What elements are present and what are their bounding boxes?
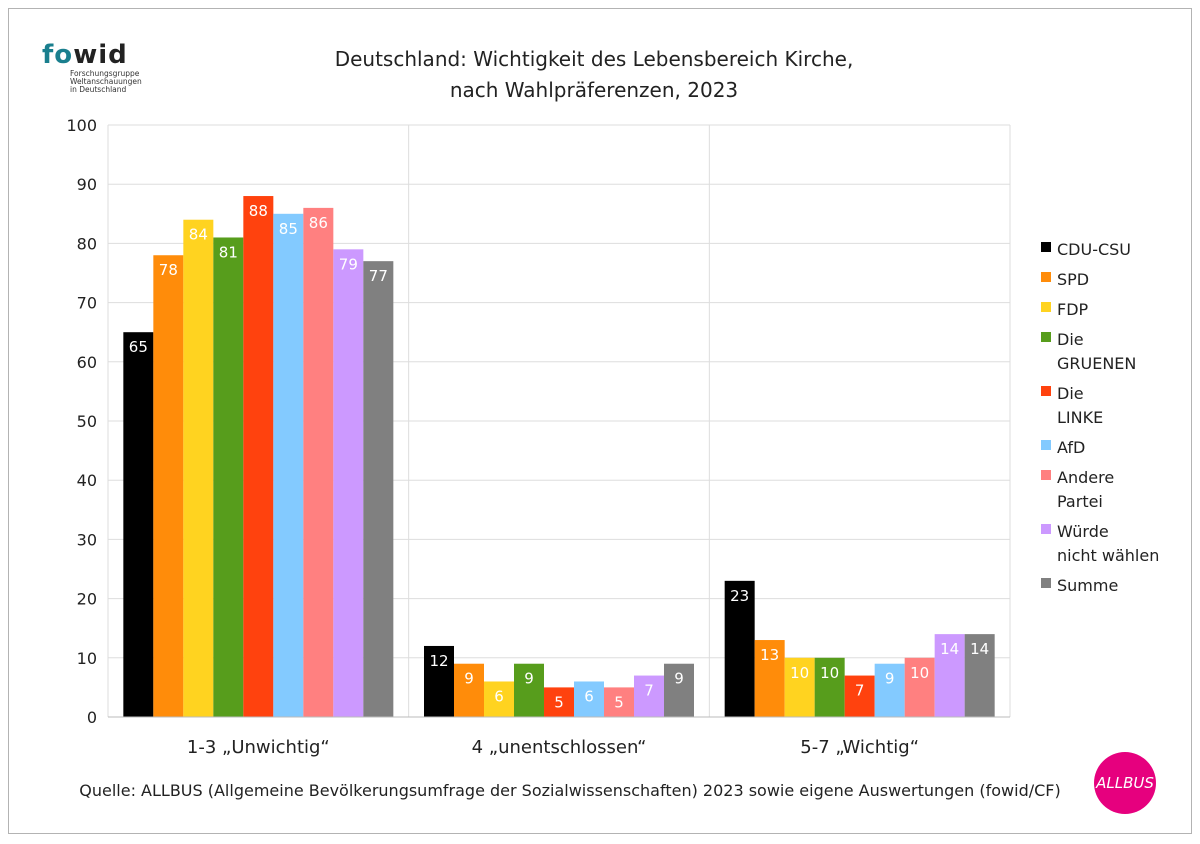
bar-afd — [874, 663, 905, 717]
legend-label: Die GRUENEN — [1057, 330, 1136, 373]
data-label: 6 — [494, 687, 504, 705]
x-tick-label: 4 „unentschlossen“ — [472, 737, 647, 758]
legend-swatch — [1041, 242, 1051, 252]
legend-label: Die LINKE — [1057, 384, 1103, 427]
data-label: 14 — [940, 640, 959, 658]
y-tick-label: 20 — [77, 590, 97, 609]
bar-andere-partei — [904, 657, 935, 717]
data-label: 5 — [614, 693, 624, 711]
bar-andere-partei — [604, 687, 634, 717]
bar-afd — [574, 681, 604, 717]
source-note: Quelle: ALLBUS (Allgemeine Bevölkerungsu… — [79, 781, 1060, 800]
y-tick-label: 100 — [66, 116, 97, 135]
data-label: 6 — [584, 687, 594, 705]
bar-die-gruenen — [514, 663, 544, 717]
data-label: 84 — [189, 226, 208, 244]
bar-die-linke — [844, 675, 875, 717]
legend-swatch — [1041, 386, 1051, 396]
data-label: 5 — [554, 693, 564, 711]
bar-würde-nicht-wählen — [333, 249, 364, 717]
data-label: 9 — [464, 670, 474, 688]
bar-spd — [754, 640, 785, 717]
legend-swatch — [1041, 470, 1051, 480]
bar-cdu-csu — [724, 580, 755, 717]
y-tick-label: 60 — [77, 353, 97, 372]
bar-cdu-csu — [123, 332, 154, 717]
bar-würde-nicht-wählen — [934, 634, 965, 717]
y-tick-label: 50 — [77, 412, 97, 431]
logo-wid: wid — [73, 40, 128, 70]
y-tick-label: 0 — [87, 708, 97, 727]
bar-die-gruenen — [814, 657, 845, 717]
data-label: 9 — [885, 670, 895, 688]
bar-die-linke — [544, 687, 574, 717]
legend-swatch — [1041, 272, 1051, 282]
x-tick-label: 5-7 „Wichtig“ — [800, 737, 919, 758]
bar-spd — [454, 663, 484, 717]
data-label: 88 — [249, 202, 268, 220]
bar-andere-partei — [303, 207, 334, 717]
data-label: 23 — [730, 587, 749, 605]
x-tick-label: 1-3 „Unwichtig“ — [187, 737, 330, 758]
data-label: 78 — [159, 261, 178, 279]
data-label: 79 — [339, 255, 358, 273]
y-tick-label: 10 — [77, 649, 97, 668]
bar-summe — [363, 261, 394, 717]
data-label: 10 — [790, 664, 809, 682]
fowid-logo: fowid Forschungsgruppe Weltanschauungen … — [42, 40, 150, 94]
legend-swatch — [1041, 578, 1051, 588]
data-label: 12 — [429, 652, 448, 670]
y-tick-label: 40 — [77, 471, 97, 490]
legend-swatch — [1041, 302, 1051, 312]
bar-die-gruenen — [213, 237, 244, 718]
logo-subtitle: Forschungsgruppe Weltanschauungen in Deu… — [70, 69, 142, 94]
y-tick-label: 30 — [77, 530, 97, 549]
logo-fo: fo — [42, 40, 74, 70]
bar-afd — [273, 213, 304, 718]
bar-würde-nicht-wählen — [634, 675, 664, 717]
bar-fdp — [784, 657, 815, 717]
data-label: 10 — [910, 664, 929, 682]
legend-label: SPD — [1057, 270, 1089, 289]
data-label: 9 — [674, 670, 684, 688]
data-label: 85 — [279, 220, 298, 238]
chart-border — [8, 8, 1192, 834]
bar-fdp — [484, 681, 514, 717]
legend-label: Würde nicht wählen — [1057, 522, 1159, 565]
data-label: 9 — [524, 670, 534, 688]
legend-label: Summe — [1057, 576, 1118, 595]
data-label: 10 — [820, 664, 839, 682]
bar-fdp — [183, 219, 214, 717]
data-label: 65 — [129, 338, 148, 356]
chart-title: Deutschland: Wichtigkeit des Lebensberei… — [335, 47, 854, 71]
y-tick-label: 90 — [77, 175, 97, 194]
bar-spd — [153, 255, 184, 718]
data-label: 7 — [855, 682, 865, 700]
y-tick-label: 80 — [77, 234, 97, 253]
data-label: 77 — [369, 267, 388, 285]
legend-swatch — [1041, 332, 1051, 342]
bar-die-linke — [243, 196, 274, 718]
data-label: 7 — [644, 682, 654, 700]
legend-label: AfD — [1057, 438, 1085, 457]
legend-label: CDU-CSU — [1057, 240, 1131, 259]
legend-swatch — [1041, 440, 1051, 450]
legend-label: FDP — [1057, 300, 1089, 319]
bar-summe — [964, 634, 995, 717]
data-label: 14 — [970, 640, 989, 658]
data-label: 86 — [309, 214, 328, 232]
data-label: 81 — [219, 243, 238, 261]
legend-label: Andere Partei — [1057, 468, 1114, 511]
data-label: 13 — [760, 646, 779, 664]
allbus-logo: ALLBUS — [1094, 752, 1156, 814]
bar-cdu-csu — [424, 645, 454, 717]
legend-swatch — [1041, 524, 1051, 534]
chart-subtitle: nach Wahlpräferenzen, 2023 — [450, 78, 738, 102]
bar-summe — [664, 663, 694, 717]
y-tick-label: 70 — [77, 294, 97, 313]
